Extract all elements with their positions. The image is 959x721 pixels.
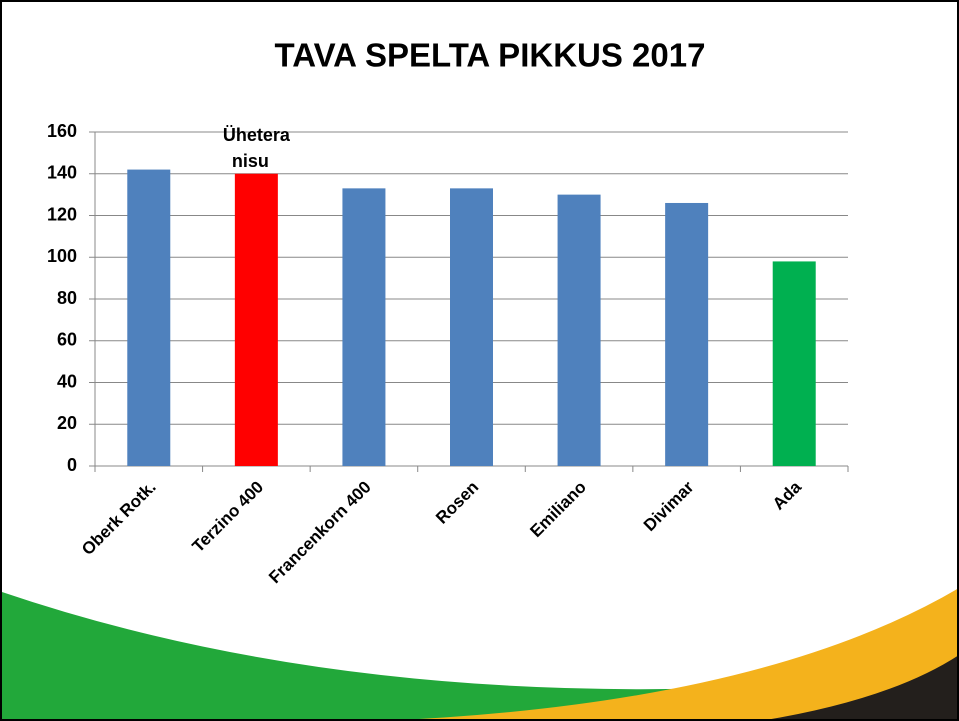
annotation: nisu <box>232 151 269 171</box>
y-tick-label: 100 <box>47 246 77 266</box>
bar <box>772 261 816 466</box>
y-tick-label: 160 <box>47 121 77 141</box>
y-tick-label: 40 <box>57 371 77 391</box>
bar <box>127 169 171 466</box>
bar <box>557 194 601 466</box>
bar <box>234 173 278 466</box>
y-tick-label: 60 <box>57 330 77 350</box>
y-tick-label: 120 <box>47 204 77 224</box>
chart-title: TAVA SPELTA PIKKUS 2017 <box>275 37 706 74</box>
y-tick-label: 80 <box>57 288 77 308</box>
annotation: Ühetera <box>223 125 291 145</box>
bar <box>450 188 493 467</box>
y-tick-label: 140 <box>47 163 77 183</box>
y-tick-label: 20 <box>57 413 77 433</box>
yellow-swoosh <box>380 588 959 721</box>
bar <box>665 202 709 466</box>
y-tick-label: 0 <box>67 455 77 475</box>
dark-swoosh <box>760 655 959 721</box>
bar <box>342 188 386 467</box>
